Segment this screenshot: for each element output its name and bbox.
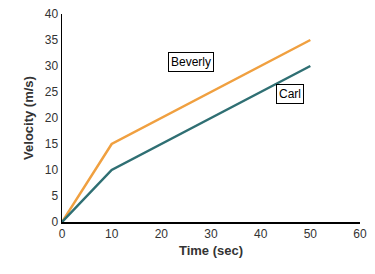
svg-text:0: 0 bbox=[59, 227, 66, 241]
svg-text:25: 25 bbox=[45, 85, 59, 99]
svg-text:10: 10 bbox=[105, 227, 119, 241]
svg-text:40: 40 bbox=[254, 227, 268, 241]
svg-text:Velocity (m/s): Velocity (m/s) bbox=[21, 76, 36, 160]
svg-text:35: 35 bbox=[45, 33, 59, 47]
svg-text:30: 30 bbox=[204, 227, 218, 241]
svg-text:Carl: Carl bbox=[279, 87, 301, 101]
svg-text:Beverly: Beverly bbox=[171, 55, 211, 69]
svg-text:10: 10 bbox=[45, 163, 59, 177]
svg-text:0: 0 bbox=[51, 215, 58, 229]
svg-text:15: 15 bbox=[45, 137, 59, 151]
svg-text:30: 30 bbox=[45, 59, 59, 73]
svg-text:5: 5 bbox=[51, 189, 58, 203]
svg-text:60: 60 bbox=[353, 227, 367, 241]
svg-text:50: 50 bbox=[304, 227, 318, 241]
svg-text:Time (sec): Time (sec) bbox=[179, 243, 243, 258]
svg-text:20: 20 bbox=[155, 227, 169, 241]
svg-text:20: 20 bbox=[45, 111, 59, 125]
svg-text:40: 40 bbox=[45, 7, 59, 21]
